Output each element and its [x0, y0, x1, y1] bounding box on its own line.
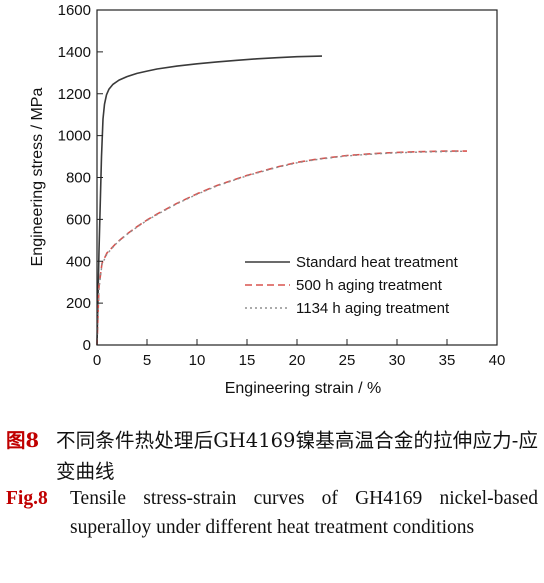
caption-english: Fig.8 Tensile stress-strain curves of GH… — [6, 484, 538, 542]
y-tick-label: 0 — [83, 337, 91, 354]
legend-label-1: Standard heat treatment — [296, 254, 459, 271]
x-tick-label: 5 — [143, 352, 151, 369]
x-tick-label: 20 — [289, 352, 306, 369]
legend-label-2: 500 h aging treatment — [296, 277, 443, 294]
x-tick-label: 0 — [93, 352, 101, 369]
x-tick-label: 25 — [339, 352, 356, 369]
plot-frame — [96, 9, 498, 346]
caption-chinese: 图8 不同条件热处理后GH4169镍基高温合金的拉伸应力-应变曲线 — [6, 425, 538, 487]
y-tick-label: 1400 — [58, 44, 91, 61]
legend: Standard heat treatment 500 h aging treat… — [245, 254, 459, 317]
caption-en-label: Fig.8 — [6, 488, 48, 509]
y-tick-label: 600 — [66, 211, 91, 228]
y-tick-label: 400 — [66, 253, 91, 270]
series-line-1 — [96, 55, 323, 346]
x-axis-label: Engineering strain / % — [225, 380, 382, 397]
caption-en-text: Tensile stress-strain curves of GH4169 n… — [70, 488, 538, 538]
legend-label-3: 1134 h aging treatment — [296, 300, 450, 317]
series-line-2 — [96, 150, 467, 346]
y-tick-label: 200 — [66, 295, 91, 312]
y-tick-label: 1200 — [58, 86, 91, 103]
caption-cn-text: 不同条件热处理后GH4169镍基高温合金的拉伸应力-应变曲线 — [56, 429, 538, 483]
y-tick-label: 1000 — [58, 128, 91, 145]
y-axis-label: Engineering stress / MPa — [29, 88, 46, 267]
caption-cn-label: 图8 — [6, 429, 40, 452]
plot-area — [96, 55, 467, 346]
stress-strain-chart: 0 5 10 15 20 25 30 35 40020040060080010001200140… — [29, 2, 506, 397]
y-tick-label: 800 — [66, 170, 91, 187]
y-tick-label: 1600 — [58, 2, 91, 19]
x-tick-label: 35 — [439, 352, 456, 369]
x-tick-label: 40 — [489, 352, 506, 369]
series-line-3 — [96, 150, 463, 346]
x-tick-label: 30 — [389, 352, 406, 369]
axes: 0 5 10 15 20 25 30 35 40020040060080010001200140… — [58, 2, 506, 369]
x-tick-label: 15 — [239, 352, 256, 369]
x-tick-label: 10 — [189, 352, 206, 369]
